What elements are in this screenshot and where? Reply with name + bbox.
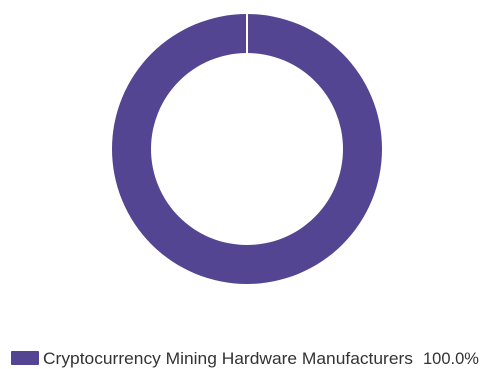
legend: Cryptocurrency Mining Hardware Manufactu… <box>11 350 479 368</box>
legend-swatch <box>11 351 39 365</box>
donut-slice <box>112 14 382 284</box>
legend-label: Cryptocurrency Mining Hardware Manufactu… <box>43 350 413 368</box>
legend-percent: 100.0% <box>423 350 479 368</box>
donut-slices <box>112 13 382 284</box>
